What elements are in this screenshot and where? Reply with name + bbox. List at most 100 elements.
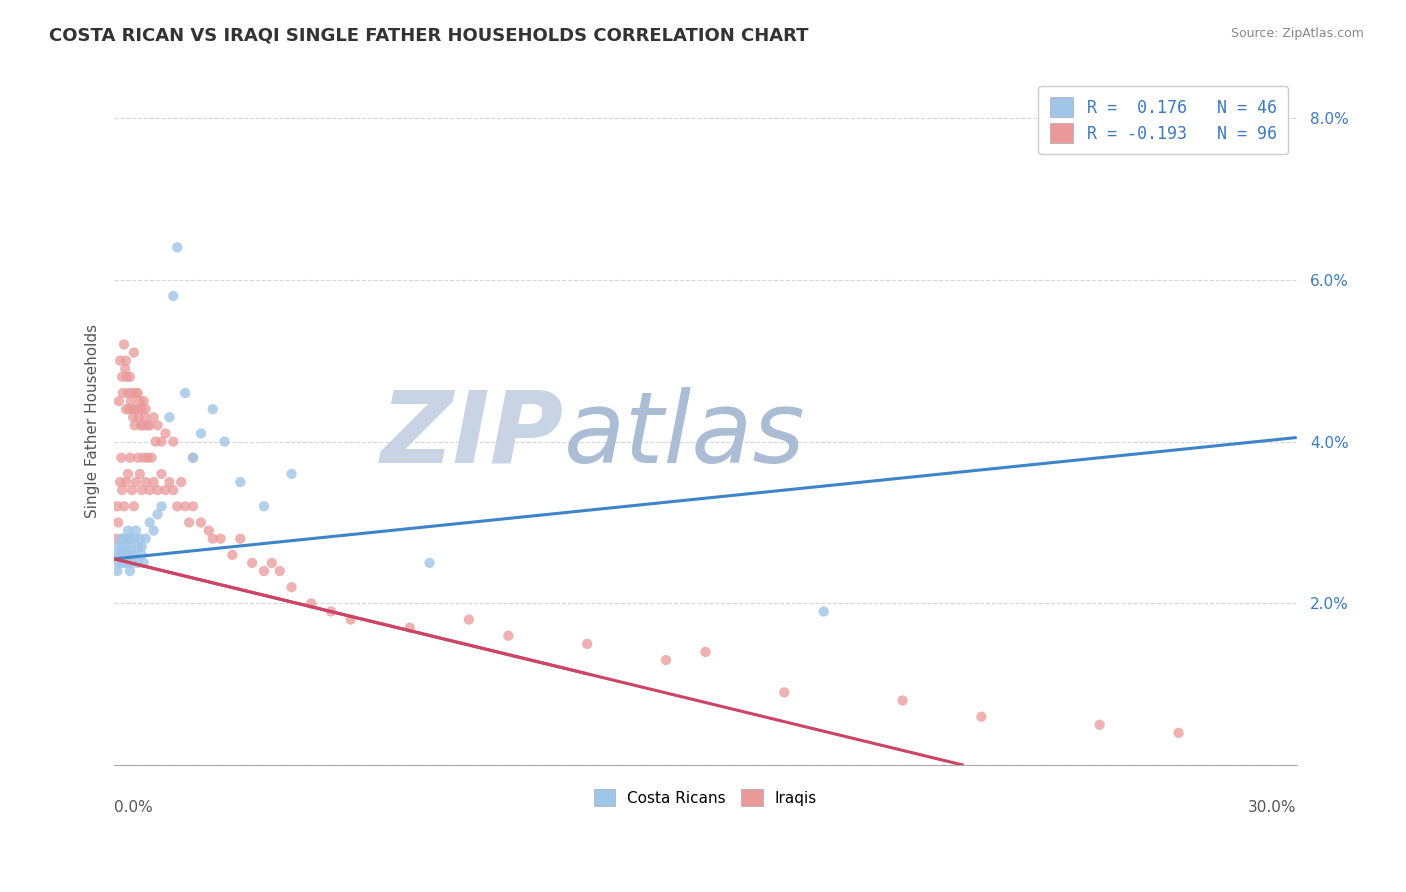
Point xyxy=(162,289,184,303)
Point xyxy=(107,516,129,530)
Point xyxy=(127,450,149,465)
Point xyxy=(162,434,184,449)
Point xyxy=(111,386,134,401)
Point xyxy=(131,402,153,417)
Point xyxy=(253,564,276,578)
Point xyxy=(112,532,135,546)
Point xyxy=(129,418,152,433)
Point xyxy=(201,532,224,546)
Point xyxy=(131,548,153,562)
Point xyxy=(115,556,138,570)
Point xyxy=(117,386,139,401)
Point xyxy=(125,524,148,538)
Point xyxy=(118,450,141,465)
Point xyxy=(166,500,188,514)
Point xyxy=(135,402,157,417)
Point xyxy=(166,240,188,254)
Point xyxy=(120,540,142,554)
Point xyxy=(117,524,139,538)
Point xyxy=(458,613,481,627)
Point xyxy=(695,645,717,659)
Point xyxy=(111,556,134,570)
Text: ZIP: ZIP xyxy=(381,386,564,483)
Point xyxy=(181,450,204,465)
Point xyxy=(125,475,148,489)
Point xyxy=(138,418,160,433)
Point xyxy=(135,475,157,489)
Point xyxy=(127,386,149,401)
Point xyxy=(198,524,221,538)
Point xyxy=(419,556,441,570)
Point xyxy=(118,564,141,578)
Point xyxy=(108,556,131,570)
Point xyxy=(132,450,155,465)
Point xyxy=(773,685,796,699)
Point xyxy=(339,613,361,627)
Point xyxy=(655,653,678,667)
Point xyxy=(138,483,160,497)
Point xyxy=(118,369,141,384)
Point xyxy=(112,337,135,351)
Point xyxy=(115,540,138,554)
Point xyxy=(105,500,128,514)
Point xyxy=(319,605,342,619)
Point xyxy=(150,500,173,514)
Point xyxy=(108,548,131,562)
Point xyxy=(813,605,835,619)
Point xyxy=(155,426,177,441)
Point xyxy=(145,434,167,449)
Point xyxy=(128,467,150,481)
Point xyxy=(146,418,169,433)
Point xyxy=(115,353,138,368)
Point xyxy=(125,402,148,417)
Point xyxy=(105,532,128,546)
Point xyxy=(498,629,520,643)
Point xyxy=(110,450,132,465)
Point xyxy=(121,483,143,497)
Point xyxy=(142,475,165,489)
Point xyxy=(209,532,232,546)
Point xyxy=(122,402,145,417)
Point xyxy=(122,548,145,562)
Point xyxy=(269,564,291,578)
Point xyxy=(576,637,599,651)
Point xyxy=(122,532,145,546)
Text: 0.0%: 0.0% xyxy=(114,799,153,814)
Point xyxy=(299,596,322,610)
Point xyxy=(122,410,145,425)
Point xyxy=(108,353,131,368)
Point xyxy=(1088,718,1111,732)
Point xyxy=(136,418,159,433)
Point xyxy=(146,483,169,497)
Point xyxy=(174,500,197,514)
Point xyxy=(115,402,138,417)
Point xyxy=(181,500,204,514)
Point xyxy=(111,483,134,497)
Point xyxy=(120,394,142,409)
Point xyxy=(122,345,145,359)
Point xyxy=(105,564,128,578)
Text: Source: ZipAtlas.com: Source: ZipAtlas.com xyxy=(1230,27,1364,40)
Point xyxy=(280,467,302,481)
Point xyxy=(229,475,252,489)
Point xyxy=(132,556,155,570)
Point xyxy=(127,556,149,570)
Point xyxy=(131,483,153,497)
Point xyxy=(280,580,302,594)
Point xyxy=(162,483,184,497)
Point xyxy=(111,369,134,384)
Legend: Costa Ricans, Iraqis: Costa Ricans, Iraqis xyxy=(588,783,824,813)
Text: atlas: atlas xyxy=(564,386,806,483)
Point xyxy=(112,548,135,562)
Point xyxy=(214,434,236,449)
Point xyxy=(157,410,180,425)
Point xyxy=(136,450,159,465)
Point xyxy=(107,540,129,554)
Point xyxy=(121,548,143,562)
Point xyxy=(128,394,150,409)
Point xyxy=(135,532,157,546)
Point xyxy=(260,556,283,570)
Point xyxy=(201,402,224,417)
Point xyxy=(240,556,263,570)
Point xyxy=(121,556,143,570)
